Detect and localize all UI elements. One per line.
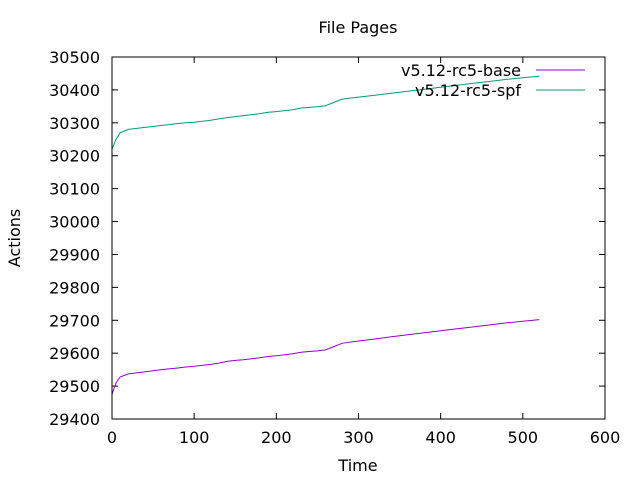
- y-tick-label: 29600: [49, 344, 100, 363]
- x-axis-label: Time: [337, 456, 377, 475]
- y-tick-label: 30200: [49, 147, 100, 166]
- y-tick-label: 30000: [49, 213, 100, 232]
- legend-label: v5.12-rc5-base: [401, 61, 521, 80]
- series-line-1: [111, 319, 540, 395]
- x-tick-label: 600: [590, 428, 621, 447]
- axis-ticks: 0 100 200 300 400 500 600 29400 29500 29600 29700 2…: [49, 48, 620, 447]
- y-tick-label: 29900: [49, 245, 100, 264]
- x-tick-label: 200: [261, 428, 292, 447]
- chart-title: File Pages: [319, 18, 398, 37]
- y-tick-label: 29500: [49, 377, 100, 396]
- y-axis-label: Actions: [5, 209, 24, 267]
- x-tick-label: 500: [508, 428, 539, 447]
- x-tick-label: 300: [343, 428, 374, 447]
- x-tick-label: 0: [107, 428, 117, 447]
- y-tick-label: 29700: [49, 311, 100, 330]
- x-tick-label: 400: [425, 428, 456, 447]
- x-tick-label: 100: [179, 428, 210, 447]
- series-line-2: [111, 75, 540, 150]
- y-tick-label: 30400: [49, 81, 100, 100]
- legend-label: v5.12-rc5-spf: [415, 81, 521, 100]
- y-tick-label: 29800: [49, 278, 100, 297]
- y-tick-label: 30100: [49, 180, 100, 199]
- plot-frame: [111, 56, 606, 420]
- y-tick-label: 30500: [49, 48, 100, 67]
- y-tick-label: 29400: [49, 410, 100, 429]
- series-lines: [111, 75, 540, 395]
- y-tick-label: 30300: [49, 114, 100, 133]
